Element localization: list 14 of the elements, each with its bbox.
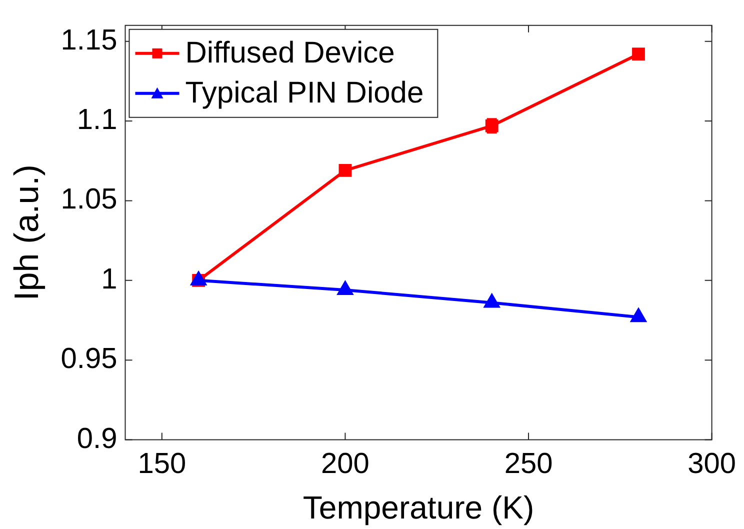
y-tick-label: 1 [101,263,118,296]
y-tick-label: 0.9 [76,422,118,455]
x-tick-label: 250 [504,448,553,480]
x-axis-title: Temperature (K) [302,490,534,526]
y-tick-label: 1.05 [60,184,118,216]
legend-label: Typical PIN Diode [185,76,424,110]
y-axis-title: Iph (a.u.) [8,164,46,301]
x-tick-label: 150 [138,448,186,480]
y-tick-label: 1.15 [60,24,118,56]
x-tick-label: 200 [321,448,370,480]
legend-label: Diffused Device [185,36,395,70]
y-tick-label: 1.1 [76,104,118,136]
x-tick-label: 300 [688,448,736,480]
y-tick-label: 0.95 [60,343,118,376]
